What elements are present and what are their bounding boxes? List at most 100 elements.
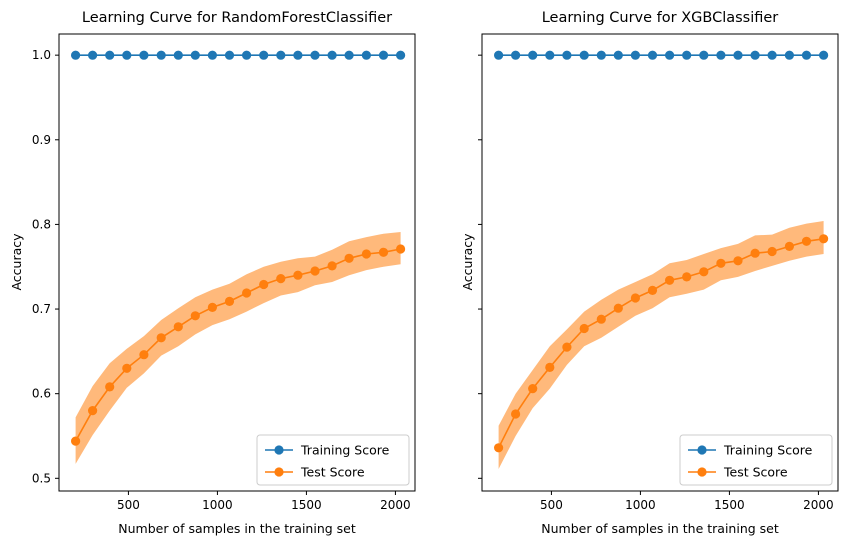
x-tick-label: 1000: [202, 498, 233, 512]
x-axis-label: Number of samples in the training set: [118, 521, 356, 536]
data-point: [579, 323, 589, 334]
data-point: [716, 258, 726, 268]
data-point: [819, 234, 829, 244]
data-point: [716, 50, 726, 60]
legend-marker: [697, 445, 707, 455]
data-point: [630, 50, 641, 60]
data-point: [122, 50, 132, 60]
data-point: [259, 50, 269, 60]
data-point: [665, 50, 675, 60]
chart-left: Learning Curve for RandomForestClassifie…: [9, 10, 416, 536]
data-point: [344, 253, 354, 263]
data-point: [173, 50, 183, 60]
data-point: [344, 50, 354, 60]
legend-label: Training Score: [300, 443, 390, 458]
data-point: [327, 261, 337, 271]
data-point: [242, 288, 252, 298]
data-point: [242, 50, 252, 60]
data-point: [396, 50, 406, 60]
data-point: [545, 50, 555, 60]
x-tick-label: 2000: [803, 498, 834, 512]
data-point: [224, 50, 235, 60]
data-point: [767, 50, 777, 60]
data-point: [562, 50, 572, 60]
data-point: [207, 50, 217, 60]
chart-title: Learning Curve for RandomForestClassifie…: [82, 10, 392, 26]
data-point: [396, 244, 406, 254]
data-point: [699, 50, 709, 60]
data-point: [510, 50, 521, 60]
data-point: [733, 256, 743, 266]
legend-box: [256, 434, 410, 486]
y-axis-label: Accuracy: [9, 233, 24, 291]
legend-label: Test Score: [723, 465, 788, 480]
data-point: [767, 246, 777, 257]
data-point: [494, 443, 504, 453]
data-point: [276, 274, 286, 284]
data-point: [310, 266, 320, 276]
legend-marker: [274, 467, 284, 477]
data-point: [562, 342, 572, 352]
data-point: [579, 50, 589, 60]
y-tick-label: 0.6: [32, 387, 51, 401]
data-point: [327, 50, 337, 60]
chart-right: Learning Curve for XGBClassifier Number …: [460, 10, 839, 536]
plot-area: 500 1000 1500 2000 Training Score Test Score: [478, 33, 839, 512]
data-point: [699, 267, 709, 277]
axes-frame: [481, 33, 839, 492]
data-point: [122, 363, 132, 373]
data-point: [784, 241, 795, 251]
data-point: [665, 275, 675, 285]
data-point: [139, 350, 149, 360]
data-point: [682, 50, 692, 60]
data-point: [378, 247, 389, 257]
data-point: [801, 50, 812, 60]
data-point: [801, 236, 812, 246]
data-point: [293, 270, 303, 280]
x-tick-label: 1000: [625, 498, 656, 512]
x-tick-label: 1500: [291, 498, 322, 512]
data-point: [361, 249, 371, 259]
data-point: [190, 50, 200, 60]
data-point: [510, 409, 521, 419]
data-point: [528, 50, 538, 60]
x-tick-label: 1500: [714, 498, 745, 512]
data-point: [224, 296, 235, 306]
data-point: [190, 311, 200, 321]
legend-label: Training Score: [723, 443, 813, 458]
x-tick-label: 500: [540, 498, 563, 512]
legend-box: [679, 434, 833, 486]
data-point: [276, 50, 286, 60]
data-point: [105, 382, 115, 392]
legend-label: Test Score: [300, 465, 365, 480]
data-point: [596, 314, 606, 324]
legend-marker: [274, 445, 284, 455]
data-point: [88, 50, 98, 60]
data-point: [105, 50, 115, 60]
data-point: [819, 50, 829, 60]
y-tick-label: 1.0: [32, 48, 51, 62]
data-point: [139, 50, 149, 60]
data-point: [733, 50, 743, 60]
data-point: [88, 406, 98, 416]
legend-marker: [697, 467, 707, 477]
data-point: [545, 362, 555, 372]
data-point: [630, 293, 641, 303]
data-point: [750, 248, 760, 258]
data-point: [259, 279, 269, 290]
x-tick-label: 2000: [380, 498, 411, 512]
data-point: [293, 50, 303, 60]
data-point: [494, 50, 504, 60]
data-point: [156, 50, 166, 60]
data-point: [71, 50, 81, 60]
x-axis-label: Number of samples in the training set: [541, 521, 779, 536]
data-point: [361, 50, 371, 60]
y-axis-label: Accuracy: [460, 233, 475, 291]
x-tick-label: 500: [117, 498, 140, 512]
data-point: [784, 50, 795, 60]
axes-frame: [58, 33, 416, 492]
data-point: [71, 436, 81, 446]
plot-area: 500 1000 1500 2000 0.5 0.6 0.7 0.8 0.9 1.0 Trainin…: [32, 33, 416, 512]
data-point: [750, 50, 760, 60]
data-point: [173, 322, 183, 332]
